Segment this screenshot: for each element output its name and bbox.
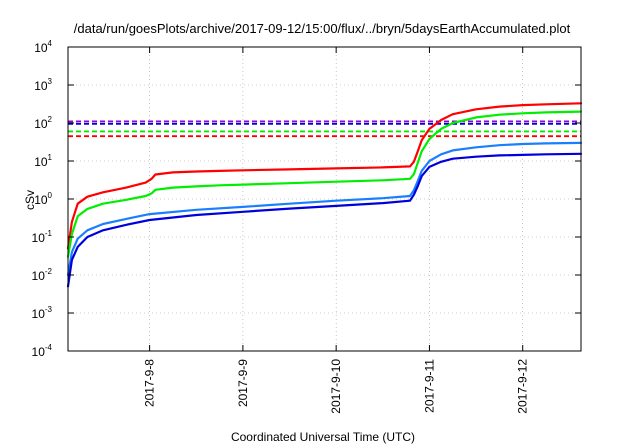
- y-tick-label: 102: [34, 115, 52, 131]
- x-axis-label: Coordinated Universal Time (UTC): [231, 430, 415, 444]
- y-tick-exponent: 3: [48, 77, 53, 86]
- y-axis-label: cSv: [23, 190, 37, 210]
- y-tick-exponent: 4: [48, 39, 53, 48]
- series-line: [66, 110, 583, 258]
- y-tick-label: 104: [34, 39, 52, 55]
- x-tick-label: 2017-9-10: [329, 359, 343, 414]
- grid: [68, 47, 581, 351]
- x-tick-label: 2017-9-8: [143, 359, 157, 407]
- x-tick-label: 2017-9-11: [422, 359, 436, 413]
- y-tick-label: 101: [34, 153, 52, 169]
- y-tick-exponent: -4: [45, 343, 53, 352]
- y-tick-exponent: 2: [48, 115, 53, 124]
- chart-title: /data/run/goesPlots/archive/2017-09-12/1…: [74, 21, 571, 36]
- y-tick-exponent: -2: [45, 267, 53, 276]
- y-tick-label: 10-4: [32, 343, 53, 359]
- y-tick-label: 10-3: [32, 305, 53, 321]
- y-tick-label: 10-1: [32, 229, 53, 245]
- x-tick-label: 2017-9-12: [516, 359, 530, 414]
- plot-area: [66, 102, 583, 288]
- x-tick-label: 2017-9-9: [236, 359, 250, 407]
- y-tick-label: 103: [34, 77, 52, 93]
- y-tick-label: 10-2: [32, 267, 53, 283]
- y-tick-exponent: 1: [48, 153, 53, 162]
- y-tick-exponent: -3: [45, 305, 53, 314]
- y-tick-exponent: -1: [45, 229, 53, 238]
- series-line: [66, 152, 583, 288]
- y-tick-exponent: 0: [48, 191, 53, 200]
- series-line: [66, 141, 583, 277]
- series-line: [66, 102, 583, 250]
